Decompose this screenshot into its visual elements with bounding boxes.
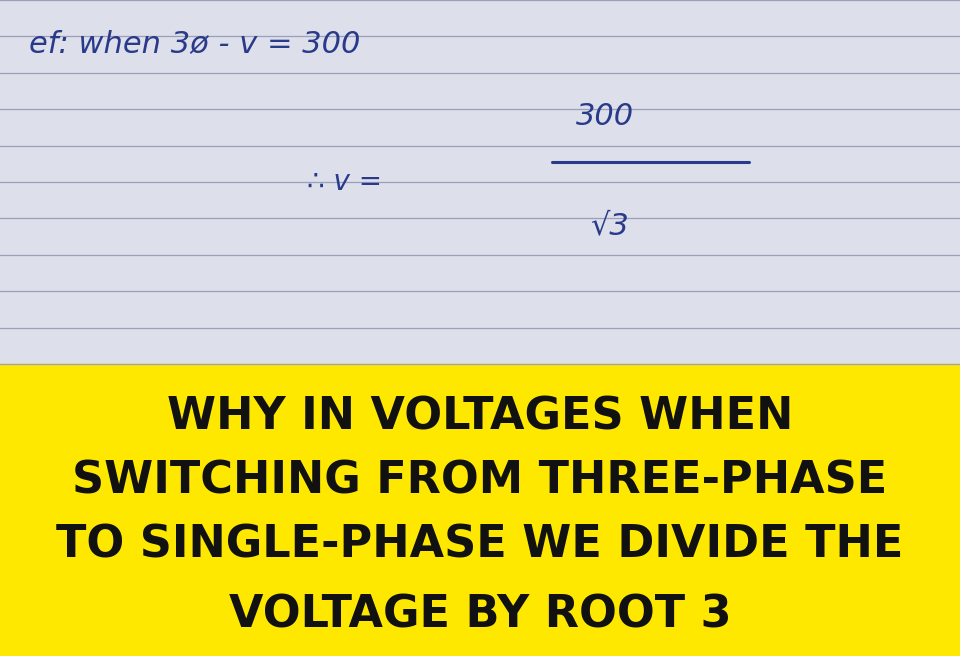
Text: TO SINGLE-PHASE WE DIVIDE THE: TO SINGLE-PHASE WE DIVIDE THE [57, 523, 903, 567]
Bar [0, 364, 960, 656]
Text: VOLTAGE BY ROOT 3: VOLTAGE BY ROOT 3 [228, 594, 732, 636]
Text: √3: √3 [590, 211, 629, 240]
Text: WHY IN VOLTAGES WHEN: WHY IN VOLTAGES WHEN [167, 395, 793, 438]
Text: 300: 300 [576, 102, 634, 131]
Text: SWITCHING FROM THREE-PHASE: SWITCHING FROM THREE-PHASE [72, 459, 888, 502]
Bar [0, 0, 960, 364]
Text: ef: when 3ø - v = 300: ef: when 3ø - v = 300 [29, 29, 360, 58]
Text: ∴ v =: ∴ v = [307, 168, 382, 196]
